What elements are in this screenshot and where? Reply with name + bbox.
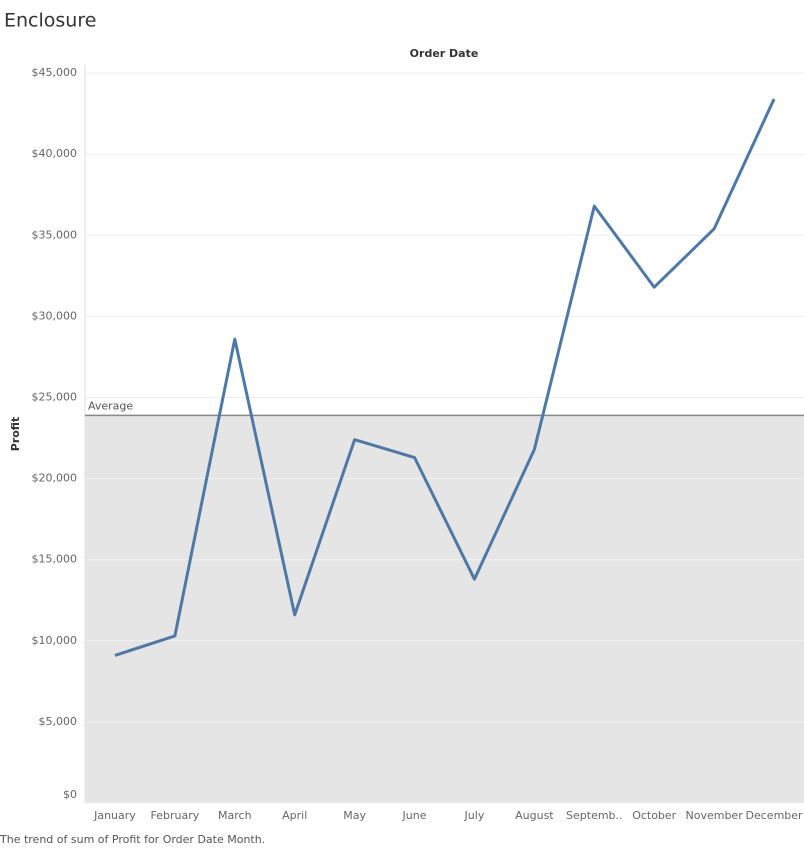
x-tick-label: November [686,809,744,822]
x-tick-label: January [93,809,136,822]
x-tick-label: April [282,809,307,822]
x-tick-label: Septemb.. [566,809,623,822]
y-tick-label: $20,000 [32,472,78,485]
x-tick-label: June [402,809,427,822]
y-tick-label: $30,000 [32,309,78,322]
y-tick-label: $0 [63,788,77,801]
average-band [85,415,804,803]
y-tick-label: $25,000 [32,391,78,404]
x-tick-label: May [343,809,366,822]
x-tick-label: March [218,809,252,822]
y-tick-label: $10,000 [32,634,78,647]
line [114,98,776,657]
x-tick-label: August [515,809,554,822]
y-tick-label: $40,000 [32,147,78,160]
x-tick-label: December [746,809,804,822]
x-tick-label: October [632,809,676,822]
y-tick-label: $45,000 [32,66,78,79]
y-tick-label: $15,000 [32,553,78,566]
average-label: Average [88,399,133,412]
chart-title: Enclosure [4,10,96,32]
x-axis-title: Order Date [410,47,479,60]
y-tick-label: $35,000 [32,228,78,241]
y-tick-label: $5,000 [39,715,78,728]
y-axis-title: Profit [9,417,22,451]
caption: The trend of sum of Profit for Order Dat… [0,833,265,846]
x-tick-label: February [151,809,200,822]
x-tick-label: July [464,809,485,822]
